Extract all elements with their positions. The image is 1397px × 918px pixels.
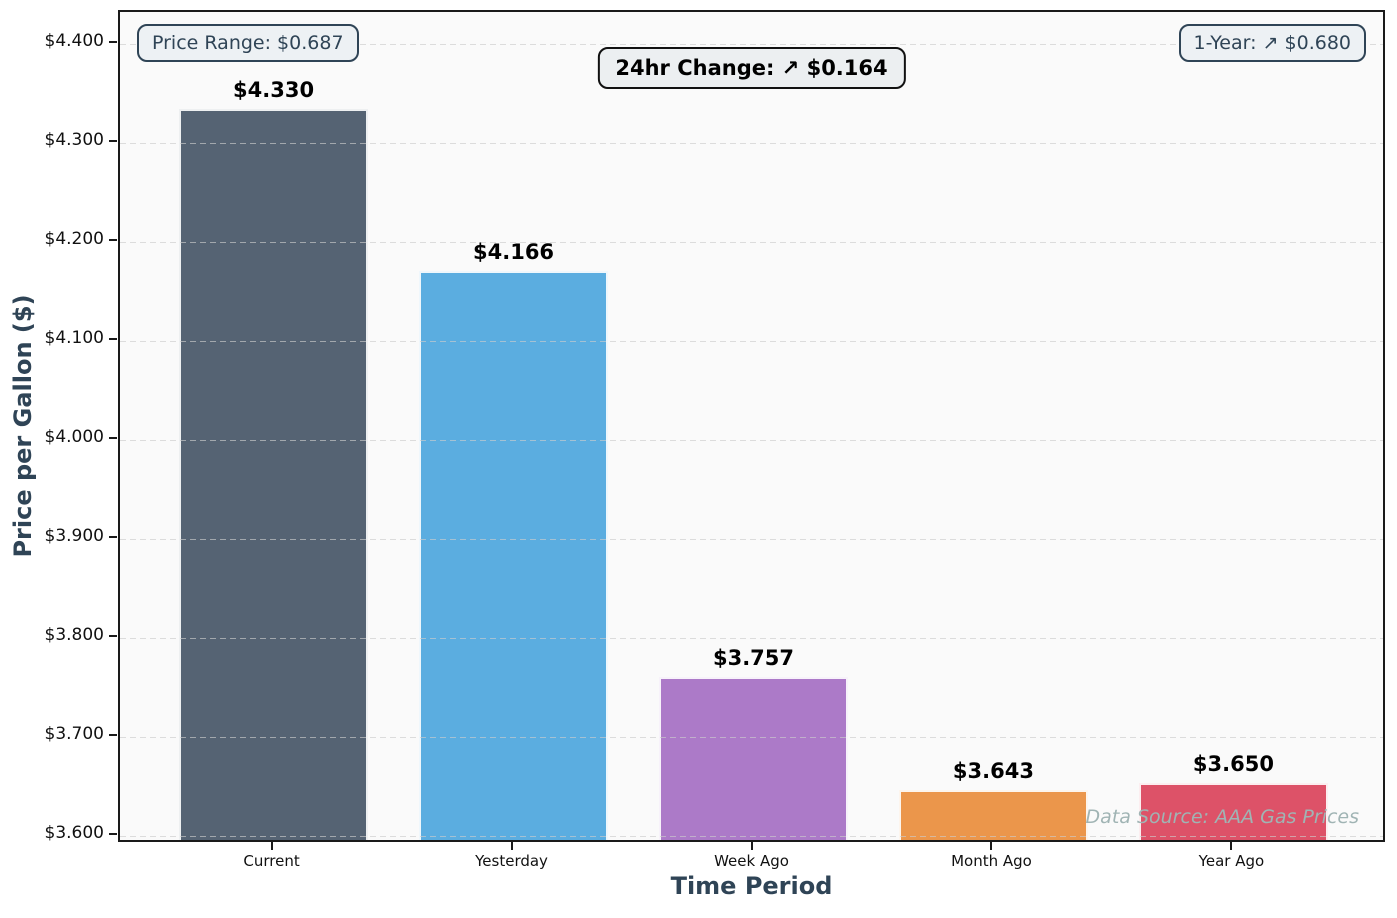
y-tick-label: $4.200 bbox=[44, 228, 104, 249]
x-tick-label: Yesterday bbox=[475, 852, 548, 870]
24hr-change-annotation: 24hr Change: ↗ $0.164 bbox=[597, 47, 906, 89]
y-tick-mark bbox=[109, 833, 117, 836]
y-tick-mark bbox=[109, 139, 117, 142]
x-tick-label: Month Ago bbox=[951, 852, 1032, 870]
y-tick-label: $3.900 bbox=[44, 525, 104, 546]
gridline bbox=[120, 737, 1383, 739]
y-tick-label: $4.000 bbox=[44, 426, 104, 447]
one-year-change-annotation: 1-Year: ↗ $0.680 bbox=[1178, 24, 1366, 62]
x-tick-mark bbox=[1230, 842, 1233, 850]
y-tick-mark bbox=[109, 238, 117, 241]
x-tick-mark bbox=[750, 842, 753, 850]
gridline bbox=[120, 340, 1383, 342]
x-axis-title: Time Period bbox=[670, 872, 833, 900]
x-tick-label: Current bbox=[243, 852, 300, 870]
gridline bbox=[120, 142, 1383, 144]
y-tick-label: $4.400 bbox=[44, 30, 104, 51]
x-tick-label: Week Ago bbox=[714, 852, 789, 870]
y-tick-label: $3.800 bbox=[44, 624, 104, 645]
gridline bbox=[120, 637, 1383, 639]
y-tick-mark bbox=[109, 337, 117, 340]
y-tick-label: $3.600 bbox=[44, 823, 104, 844]
bar-value-label: $4.166 bbox=[473, 240, 555, 265]
price-range-annotation: Price Range: $0.687 bbox=[137, 24, 359, 62]
x-tick-mark bbox=[510, 842, 513, 850]
gridline bbox=[120, 439, 1383, 441]
y-tick-label: $3.700 bbox=[44, 724, 104, 745]
bar-current bbox=[178, 109, 369, 840]
gridline bbox=[120, 241, 1383, 243]
bar-yesterday bbox=[418, 271, 609, 840]
y-tick-mark bbox=[109, 40, 117, 43]
plot-area: Price Range: $0.687 24hr Change: ↗ $0.16… bbox=[118, 10, 1385, 842]
gridline bbox=[120, 538, 1383, 540]
x-tick-mark bbox=[270, 842, 273, 850]
bar-year-ago bbox=[1138, 782, 1329, 840]
bar-value-label: $3.643 bbox=[952, 758, 1034, 783]
x-tick-mark bbox=[990, 842, 993, 850]
y-tick-mark bbox=[109, 436, 117, 439]
gridline bbox=[120, 836, 1383, 838]
bar-month-ago bbox=[898, 789, 1089, 840]
bar-value-label: $3.650 bbox=[1192, 751, 1274, 776]
bar-value-label: $4.330 bbox=[233, 78, 315, 103]
bar-value-label: $3.757 bbox=[712, 645, 795, 670]
gridline bbox=[120, 43, 1383, 45]
y-tick-label: $4.100 bbox=[44, 327, 104, 348]
y-tick-mark bbox=[109, 734, 117, 737]
y-tick-mark bbox=[109, 634, 117, 637]
bar-week-ago bbox=[658, 676, 849, 840]
data-source-watermark: Data Source: AAA Gas Prices bbox=[1085, 806, 1359, 828]
y-tick-mark bbox=[109, 535, 117, 538]
y-tick-label: $4.300 bbox=[44, 129, 104, 150]
x-tick-label: Year Ago bbox=[1198, 852, 1265, 870]
